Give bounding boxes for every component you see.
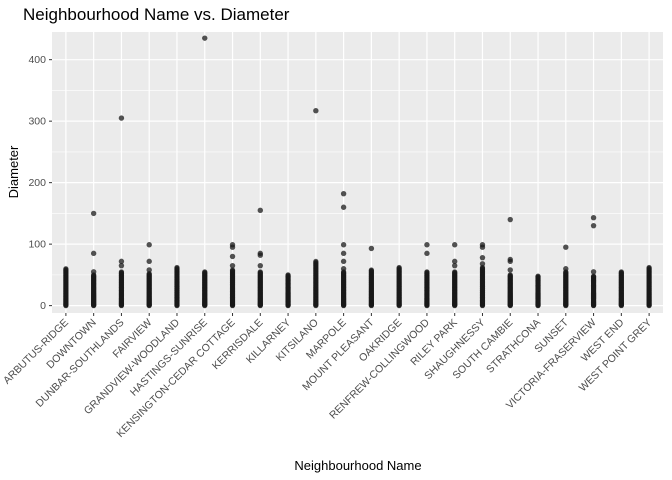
outlier-point [507,256,513,263]
outlier-point [340,204,347,210]
outlier-point [90,269,97,275]
outlier-point [257,262,263,269]
data-point [424,269,430,275]
outlier-point [90,250,97,257]
data-point [146,271,152,277]
data-point [257,269,263,275]
outlier-point [313,108,319,114]
outlier-point [590,269,597,275]
data-point [452,269,458,275]
outlier-point [507,216,513,223]
outlier-point [90,210,97,217]
outlier-point [452,262,458,269]
outlier-point [146,258,152,265]
data-point [646,264,652,271]
data-point [118,269,125,275]
data-point [618,269,624,275]
outlier-point [340,250,347,257]
data-point [535,273,541,279]
y-tick-label: 400 [28,54,46,66]
outlier-point [146,267,152,273]
outlier-point [257,207,263,214]
outlier-point [229,262,236,269]
data-point [285,272,291,278]
y-tick-label: 0 [40,300,46,312]
outlier-point [507,267,513,273]
y-axis-title: Diameter [6,145,21,198]
outlier-point [229,242,236,248]
outlier-point [340,266,347,272]
axis-ticks [49,59,650,316]
data-point [590,273,597,279]
data-point [63,266,69,272]
data-point [313,258,319,264]
outlier-point [118,258,125,265]
chart-title: Neighbourhood Name vs. Diameter [23,5,290,24]
y-tick-label: 200 [28,177,46,189]
outlier-point [118,262,125,269]
outlier-point [340,191,347,197]
data-point [507,272,513,278]
outlier-point [479,254,486,261]
outlier-point [452,258,458,265]
outlier-point [368,245,375,252]
data-points [63,35,652,309]
data-point [479,264,486,271]
outlier-point [452,242,458,248]
data-point [174,264,180,271]
outlier-point [563,244,569,250]
outlier-point [590,222,597,229]
data-point [368,267,374,273]
outlier-point [424,242,430,248]
data-point [396,264,402,271]
outlier-point [563,266,569,272]
outlier-point [340,258,347,265]
outlier-point [479,261,486,267]
x-axis-title: Neighbourhood Name [294,458,421,473]
outlier-point [118,115,125,121]
data-point [202,269,208,275]
outlier-point [424,250,430,257]
outlier-point [146,242,152,248]
y-tick-label: 100 [28,239,46,251]
outlier-point [479,242,486,248]
outlier-point [229,253,236,260]
outlier-point [590,214,597,221]
outlier-point [202,35,208,41]
plot-panel [52,32,663,313]
outlier-point [340,242,347,248]
outlier-point [257,250,263,257]
data-point [229,267,236,273]
y-tick-label: 300 [28,116,46,128]
